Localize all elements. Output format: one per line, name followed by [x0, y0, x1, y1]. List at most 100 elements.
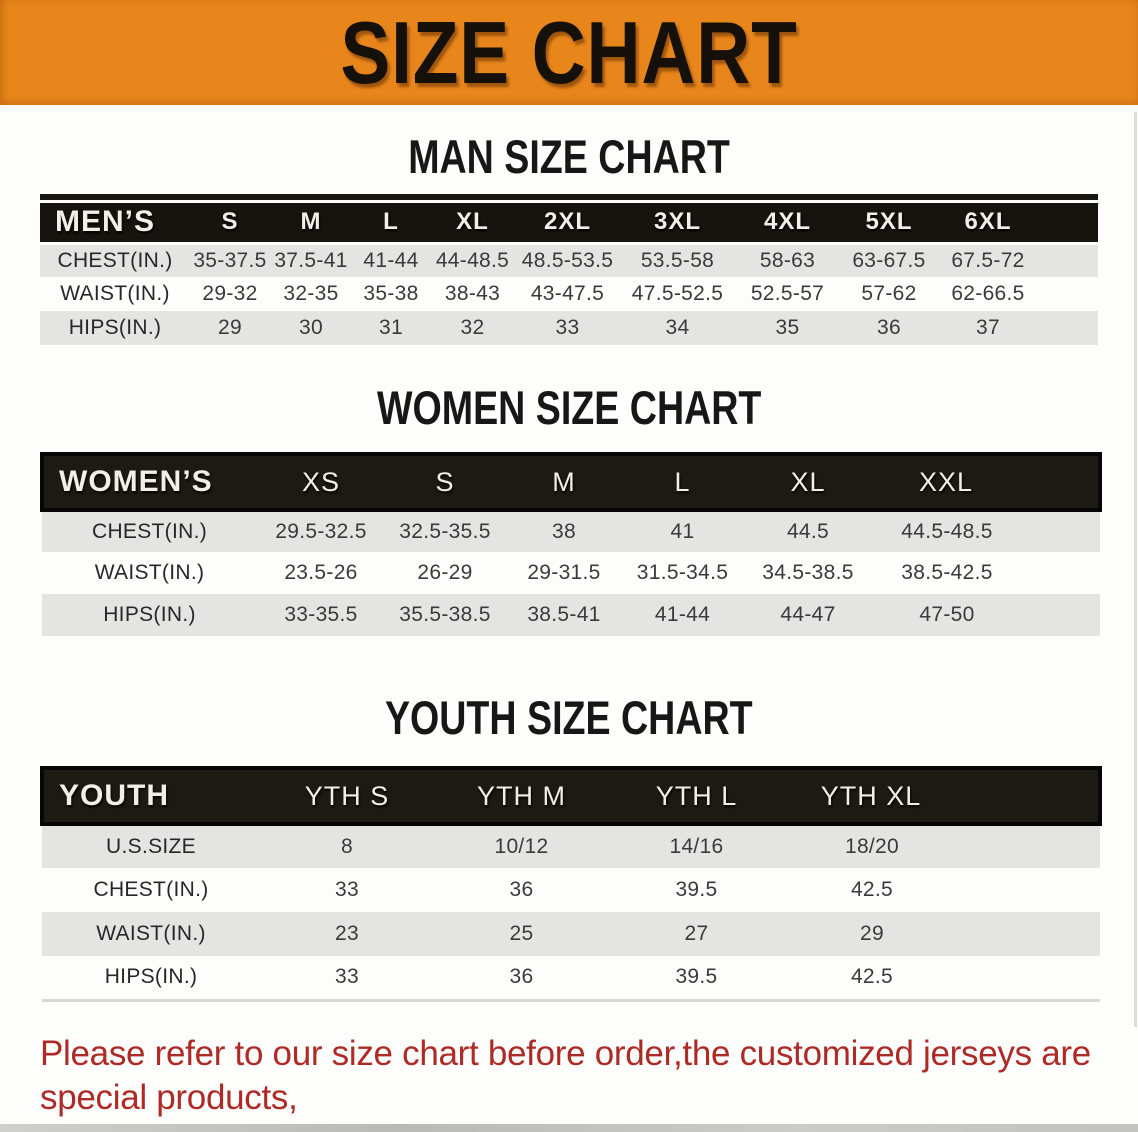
size-cell: 57-62 — [861, 282, 917, 305]
size-cell: 53.5-58 — [620, 243, 735, 277]
row-label: HIPS(IN.) — [40, 311, 190, 345]
size-cell: 25 — [434, 912, 609, 956]
size-cell: 38.5-42.5 — [901, 561, 993, 584]
men-section: MAN SIZE CHART MEN’S S M L XL 2XL 3XL 4X… — [0, 133, 1138, 345]
row-label: WAIST(IN.) — [60, 282, 170, 305]
size-cell: 42.5 — [850, 878, 894, 901]
photo-edge-right — [1134, 112, 1137, 1027]
size-cell: 41-44 — [352, 243, 430, 277]
women-col-header: L — [623, 452, 742, 512]
size-cell: 26-29 — [417, 561, 473, 584]
men-table-label: MEN’S — [40, 203, 190, 245]
youth-col-header: YTH M — [434, 766, 609, 826]
size-cell: 35 — [735, 311, 840, 345]
size-cell: 38.5-41 — [505, 594, 623, 636]
men-table-topline — [40, 194, 1098, 200]
men-col-header: 5XL — [840, 203, 938, 245]
size-cell: 38 — [505, 510, 623, 552]
size-cell: 29-32 — [202, 282, 258, 305]
women-section-heading-text: WOMEN SIZE CHART — [376, 381, 762, 434]
women-section: WOMEN SIZE CHART WOMEN’S XS S M L XL XXL — [0, 384, 1138, 636]
size-cell: 35-38 — [363, 282, 419, 305]
table-row: WAIST(IN.) 23.5-26 26-29 29-31.5 31.5-34… — [42, 552, 1100, 594]
size-cell: 35.5-38.5 — [385, 594, 505, 636]
size-cell: 31.5-34.5 — [636, 561, 729, 584]
row-label: CHEST(IN.) — [93, 878, 209, 901]
youth-header-row: YOUTH YTH S YTH M YTH L YTH XL — [40, 766, 1102, 826]
size-cell: 37 — [938, 311, 1098, 345]
men-section-heading: MAN SIZE CHART — [0, 133, 1138, 180]
women-table-label: WOMEN’S — [40, 452, 257, 512]
banner: SIZE CHART — [0, 0, 1138, 105]
size-cell: 10/12 — [434, 824, 609, 868]
table-row: HIPS(IN.) 33 36 39.5 42.5 — [42, 956, 1100, 1000]
row-label: WAIST(IN.) — [42, 912, 260, 956]
table-row: HIPS(IN.) 33-35.5 35.5-38.5 38.5-41 41-4… — [42, 594, 1100, 636]
size-cell: 63-67.5 — [840, 243, 938, 277]
men-section-heading-text: MAN SIZE CHART — [408, 130, 730, 183]
size-cell: 38-43 — [444, 282, 501, 305]
size-cell: 44-48.5 — [430, 243, 515, 277]
row-label: U.S.SIZE — [42, 824, 260, 868]
size-cell: 47.5-52.5 — [631, 282, 724, 305]
size-cell: 32-35 — [283, 282, 339, 305]
size-cell: 39.5 — [675, 878, 718, 901]
men-size-table: MEN’S S M L XL 2XL 3XL 4XL 5XL 6XL CHEST… — [40, 203, 1098, 345]
size-cell: 47-50 — [874, 594, 1100, 636]
size-cell: 23.5-26 — [284, 561, 358, 584]
size-cell: 30 — [270, 311, 352, 345]
youth-col-header: YTH S — [260, 766, 434, 826]
table-row: CHEST(IN.) 33 36 39.5 42.5 — [42, 868, 1100, 912]
youth-table-label: YOUTH — [40, 766, 260, 826]
size-cell: 62-66.5 — [951, 282, 1025, 305]
table-row: WAIST(IN.) 29-32 32-35 35-38 38-43 43-47… — [40, 277, 1098, 311]
size-cell: 36 — [509, 965, 534, 989]
size-cell: 8 — [260, 824, 434, 868]
size-cell: 29 — [190, 311, 270, 345]
size-cell: 34.5-38.5 — [762, 561, 854, 584]
size-cell: 18/20 — [784, 824, 1100, 868]
men-col-header: S — [190, 203, 270, 245]
women-col-header: XL — [742, 452, 874, 512]
size-cell: 33 — [335, 878, 359, 901]
men-col-header: 6XL — [938, 203, 1098, 245]
size-cell: 36 — [840, 311, 938, 345]
size-cell: 52.5-57 — [750, 282, 825, 305]
size-cell: 14/16 — [609, 824, 784, 868]
size-cell: 41-44 — [623, 594, 742, 636]
size-cell: 33 — [335, 965, 359, 989]
size-cell: 33 — [515, 311, 620, 345]
size-cell: 34 — [620, 311, 735, 345]
size-cell: 32 — [430, 311, 515, 345]
youth-section: YOUTH SIZE CHART YOUTH YTH S YTH M YTH L… — [0, 694, 1138, 1002]
table-row: U.S.SIZE 8 10/12 14/16 18/20 — [42, 824, 1100, 868]
table-row: CHEST(IN.) 29.5-32.5 32.5-35.5 38 41 44.… — [42, 510, 1100, 552]
youth-col-header: YTH L — [609, 766, 784, 826]
size-cell: 29.5-32.5 — [257, 510, 385, 552]
notice-line-1: Please refer to our size chart before or… — [40, 1033, 1091, 1117]
row-label: CHEST(IN.) — [42, 510, 257, 552]
size-cell: 58-63 — [735, 243, 840, 277]
men-col-header: L — [352, 203, 430, 245]
footer-notice: Please refer to our size chart before or… — [40, 1032, 1096, 1132]
size-cell: 29 — [784, 912, 1100, 956]
women-col-header: S — [385, 452, 505, 512]
table-row: WAIST(IN.) 23 25 27 29 — [42, 912, 1100, 956]
page-title: SIZE CHART — [340, 2, 798, 102]
row-label: WAIST(IN.) — [94, 561, 205, 584]
size-cell: 44.5 — [742, 510, 874, 552]
size-cell: 43-47.5 — [530, 282, 605, 305]
women-col-header: M — [505, 452, 623, 512]
size-cell: 35-37.5 — [190, 243, 270, 277]
women-header-row: WOMEN’S XS S M L XL XXL — [40, 452, 1102, 512]
youth-section-heading-text: YOUTH SIZE CHART — [385, 691, 753, 744]
size-cell: 39.5 — [675, 965, 718, 989]
size-cell: 42.5 — [850, 965, 894, 989]
men-col-header: XL — [430, 203, 515, 245]
row-label: HIPS(IN.) — [104, 965, 198, 989]
women-section-heading: WOMEN SIZE CHART — [0, 384, 1138, 431]
size-cell: 41 — [623, 510, 742, 552]
row-label: CHEST(IN.) — [40, 243, 190, 277]
women-size-table: WOMEN’S XS S M L XL XXL CHEST(IN.) 29.5-… — [40, 452, 1102, 636]
photo-edge-bottom — [0, 1124, 1138, 1132]
